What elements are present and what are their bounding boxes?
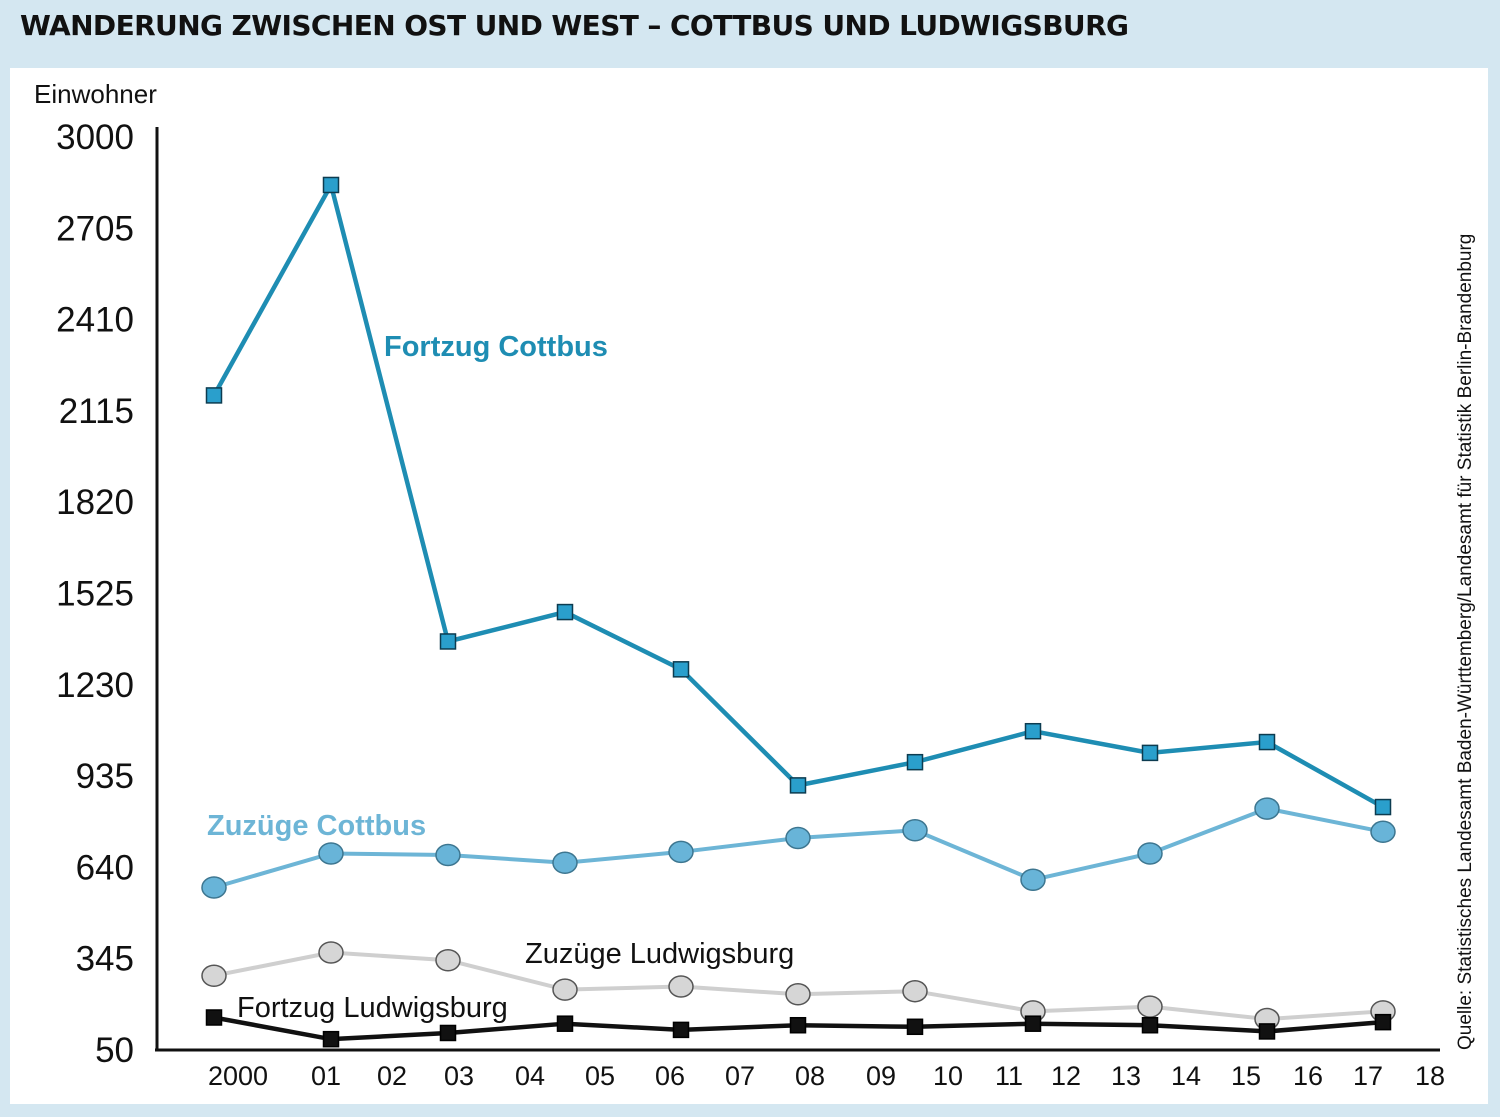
x-tick-label: 05 [585,1061,615,1091]
data-point-zuzuege-ludwigsburg [552,978,578,1001]
y-tick-label: 2705 [56,209,134,248]
y-tick-label: 1820 [56,483,134,522]
data-point-fortzug-cottbus [1374,798,1392,816]
data-point-fortzug-ludwigsburg [1141,1016,1159,1034]
x-tick-label: 10 [933,1061,963,1091]
x-tick-label: 18 [1415,1061,1445,1091]
y-tick-label: 1525 [56,575,134,614]
x-tick-label: 02 [377,1061,407,1091]
y-tick-label: 345 [76,940,134,979]
x-tick-label: 17 [1353,1061,1383,1091]
y-tick-label: 50 [95,1031,134,1070]
series-label: Fortzug Cottbus [384,331,608,363]
series-label: Fortzug Ludwigsburg [237,992,508,1024]
series-labels: Fortzug Cottbus Zuzüge Cottbus Zuzüge Ludw… [207,331,794,1024]
x-tick-label: 16 [1293,1061,1323,1091]
data-point-zuzuege-cottbus [1254,797,1280,820]
series-label: Zuzüge Cottbus [207,810,426,842]
series-line-fortzug-cottbus [212,178,1385,810]
axes [155,127,1440,1052]
data-point-zuzuege-cottbus [1137,842,1163,865]
data-point-fortzug-ludwigsburg [672,1021,690,1039]
data-point-fortzug-cottbus [439,633,457,650]
y-tick-label: 1230 [56,666,134,705]
data-point-fortzug-ludwigsburg [906,1018,924,1036]
x-tick-label: 04 [515,1061,545,1091]
y-tick-labels: 3000 2705 2410 2115 1820 1525 1230 935 640 345 50 [56,118,134,1070]
x-tick-label: 11 [995,1061,1023,1091]
data-point-zuzuege-ludwigsburg [435,948,461,972]
x-tick-label: 01 [311,1061,341,1091]
series-markers [201,176,1396,1048]
data-point-fortzug-ludwigsburg [322,1030,340,1048]
y-tick-label: 640 [76,848,134,887]
y-tick-label: 3000 [56,118,134,157]
chart-title: WANDERUNG ZWISCHEN OST UND WEST – COTTBU… [20,9,1129,42]
data-point-zuzuege-cottbus [552,851,578,875]
x-tick-label: 07 [725,1061,755,1091]
data-point-fortzug-ludwigsburg [556,1015,574,1032]
x-tick-label: 03 [444,1061,474,1091]
data-point-zuzuege-cottbus [785,826,811,850]
data-point-zuzuege-ludwigsburg [668,975,694,998]
x-tick-label: 15 [1231,1061,1261,1091]
data-point-zuzuege-cottbus [318,842,344,865]
data-point-fortzug-cottbus [1141,744,1159,762]
data-point-zuzuege-cottbus [1020,868,1046,892]
data-point-fortzug-ludwigsburg [789,1016,807,1034]
data-point-zuzuege-ludwigsburg [1137,995,1163,1018]
data-point-fortzug-cottbus [322,176,340,194]
data-point-fortzug-cottbus [1258,733,1276,751]
data-point-fortzug-cottbus [672,661,690,678]
y-axis-label: Einwohner [34,79,157,109]
data-point-zuzuege-cottbus [1370,820,1396,844]
source-note: Quelle: Statistisches Landesamt Baden-Wü… [1455,234,1476,1050]
x-tick-label: 13 [1111,1061,1141,1091]
data-point-fortzug-cottbus [556,603,574,621]
data-point-fortzug-cottbus [906,753,924,771]
series-lines [212,178,1385,1042]
data-point-fortzug-cottbus [205,387,223,404]
data-point-fortzug-ludwigsburg [1024,1015,1042,1032]
data-point-zuzuege-cottbus [435,843,461,867]
x-tick-label: 08 [795,1061,825,1091]
data-point-fortzug-cottbus [789,777,807,794]
series-label: Zuzüge Ludwigsburg [525,938,794,970]
x-tick-label: 09 [866,1061,896,1091]
data-point-fortzug-ludwigsburg [205,1009,223,1026]
data-point-zuzuege-ludwigsburg [318,941,344,964]
data-point-zuzuege-ludwigsburg [902,979,928,1003]
y-tick-label: 935 [76,757,134,796]
data-point-zuzuege-ludwigsburg [785,983,811,1006]
chart-panel [10,68,1488,1104]
data-point-fortzug-ludwigsburg [1258,1023,1276,1040]
x-tick-label: 06 [655,1061,685,1091]
data-point-zuzuege-cottbus [668,840,694,864]
data-point-zuzuege-ludwigsburg [201,964,227,987]
y-tick-label: 2410 [56,301,134,340]
data-point-fortzug-ludwigsburg [1374,1013,1392,1031]
x-tick-label: 2000 [208,1061,268,1091]
data-point-fortzug-ludwigsburg [439,1024,457,1042]
data-point-zuzuege-cottbus [201,876,227,899]
x-tick-label: 12 [1051,1061,1081,1091]
data-point-fortzug-cottbus [1024,722,1042,740]
x-tick-label: 14 [1171,1061,1201,1091]
data-point-zuzuege-cottbus [902,819,928,842]
title-bar: WANDERUNG ZWISCHEN OST UND WEST – COTTBU… [0,0,1500,50]
x-tick-labels: 2000 01 02 03 04 05 06 07 08 09 10 11 12 13 14 15 16 17 18 [208,1061,1445,1091]
y-tick-label: 2115 [59,392,134,431]
